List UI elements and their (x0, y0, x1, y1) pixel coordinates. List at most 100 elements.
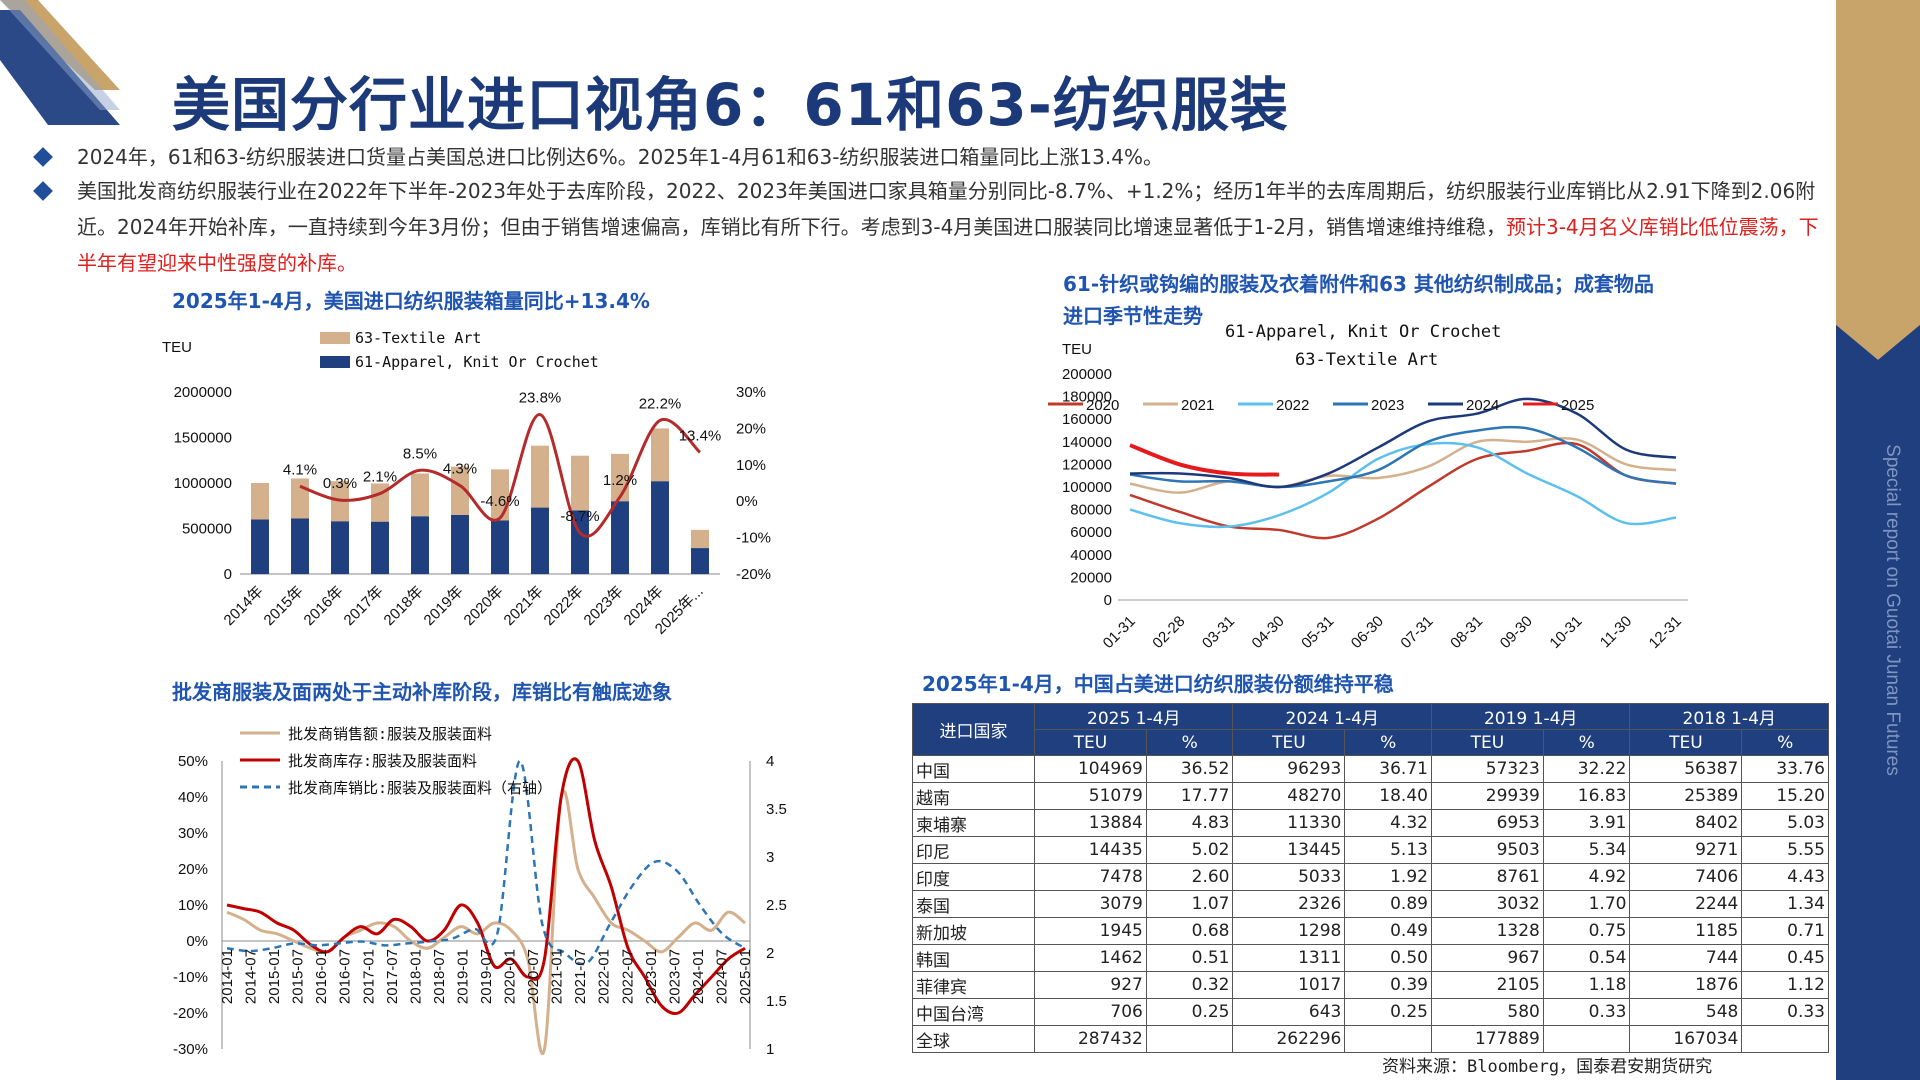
y-tick-label: 140000 (1062, 434, 1112, 451)
y2-tick-label: 0% (736, 493, 758, 510)
x-tick-label: 09-30 (1497, 613, 1536, 652)
y-tick-label: 60000 (1070, 524, 1112, 541)
country-cell: 印尼 (912, 836, 1035, 864)
table-sub-header: % (1542, 729, 1631, 756)
legend-label: 2021 (1181, 397, 1214, 414)
value-cell: 167034 (1629, 1025, 1743, 1053)
value-cell: 0.75 (1542, 917, 1631, 945)
y2-tick-label: 4 (766, 753, 774, 770)
value-cell: 2105 (1430, 971, 1544, 999)
legend-swatch-63 (320, 332, 350, 344)
y2-tick-label: 30% (736, 384, 766, 401)
table-sub-header: TEU (1629, 729, 1743, 756)
y-tick-label: -30% (173, 1041, 208, 1058)
y-tick-label: 0% (186, 933, 208, 950)
value-cell: 1876 (1629, 971, 1743, 999)
value-cell: 8402 (1629, 809, 1743, 837)
chart-import-volume: TEU 0 500000 1000000 1500000 2000000 -20% -10% 0… (162, 329, 771, 638)
data-label: 22.2% (639, 395, 682, 412)
value-cell: 1.70 (1542, 890, 1631, 918)
bar-61 (331, 521, 349, 574)
value-cell: 9271 (1629, 836, 1743, 864)
y2-tick-label: 2.5 (766, 897, 787, 914)
value-cell: 5.02 (1145, 836, 1234, 864)
table-row: 中国台湾 706 0.25 643 0.25 580 0.33 548 0.33 (912, 998, 1829, 1026)
series-line-2023 (1129, 425, 1677, 489)
value-cell: 1945 (1034, 917, 1147, 945)
value-cell: 0.89 (1344, 890, 1432, 918)
value-cell: 33.76 (1741, 755, 1829, 783)
value-cell: 11330 (1232, 809, 1346, 837)
value-cell: 6953 (1430, 809, 1544, 837)
bullet-icon (33, 147, 53, 167)
highlight-text: 预计3-4月名义库销比低位震荡，下半年有望迎来中性强度的补库。 (77, 215, 1819, 275)
x-tick-label: 2015年 (261, 583, 307, 629)
legend-swatch-61 (320, 356, 350, 368)
series-line-2022 (1129, 441, 1677, 529)
x-tick-label: 2014-07 (243, 949, 260, 1004)
x-tick-label: 05-31 (1298, 613, 1337, 652)
x-tick-label: 2020-01 (502, 949, 519, 1004)
data-label: 13.4% (679, 427, 722, 444)
series-line-2021 (1129, 437, 1677, 494)
value-cell: 3079 (1034, 890, 1147, 918)
value-cell: 2244 (1629, 890, 1743, 918)
data-label: 4.3% (443, 461, 477, 478)
table-sub-header: % (1344, 729, 1432, 756)
table-sub-header: % (1145, 729, 1234, 756)
unit-label: TEU (1062, 341, 1092, 358)
value-cell: 1.12 (1741, 971, 1829, 999)
value-cell: 3032 (1430, 890, 1544, 918)
value-cell: 0.33 (1741, 998, 1829, 1026)
y-tick-label: 40000 (1070, 547, 1112, 564)
x-tick-label: 2021-07 (572, 949, 589, 1004)
value-cell: 580 (1430, 998, 1544, 1026)
page-title: 美国分行业进口视角6：61和63-纺织服装 (172, 71, 1289, 139)
value-cell: 0.50 (1344, 944, 1432, 972)
y-tick-label: 500000 (182, 521, 232, 538)
value-cell: 2.60 (1145, 863, 1234, 891)
value-cell: 927 (1034, 971, 1147, 999)
value-cell: 29939 (1430, 782, 1544, 810)
y-tick-label: 20% (178, 861, 208, 878)
country-cell: 越南 (912, 782, 1035, 810)
y-tick-label: 180000 (1062, 389, 1112, 406)
data-label: -8.7% (560, 508, 599, 525)
table-period-header: 2019 1-4月 (1430, 703, 1631, 730)
x-tick-label: 2023-01 (643, 949, 660, 1004)
value-cell: 5.55 (1741, 836, 1829, 864)
x-tick-label: 08-31 (1447, 613, 1486, 652)
value-cell: 706 (1034, 998, 1147, 1026)
data-label: 4.1% (283, 461, 317, 478)
y-tick-label: 120000 (1062, 456, 1112, 473)
y2-tick-label: -20% (736, 566, 771, 583)
value-cell: 0.25 (1145, 998, 1234, 1026)
y-tick-label: -20% (173, 1005, 208, 1022)
value-cell: 57323 (1430, 755, 1544, 783)
bar-61 (691, 548, 709, 574)
value-cell: 4.83 (1145, 809, 1234, 837)
value-cell (1542, 1025, 1631, 1053)
y-tick-label: 2000000 (174, 384, 232, 401)
bullet-icon (33, 181, 53, 201)
value-cell: 1298 (1232, 917, 1346, 945)
legend-label: 2025 (1561, 397, 1594, 414)
value-cell: 262296 (1232, 1025, 1346, 1053)
value-cell: 0.51 (1145, 944, 1234, 972)
series-line (226, 759, 746, 966)
table-row: 中国 104969 36.52 96293 36.71 57323 32.22 56387 33… (912, 755, 1829, 783)
value-cell: 5.03 (1741, 809, 1829, 837)
value-cell: 16.83 (1542, 782, 1631, 810)
chart-seasonality: TEU 61-Apparel, Knit Or Crochet 63-Textile… (1048, 322, 1688, 652)
value-cell: 56387 (1629, 755, 1743, 783)
value-cell: 13884 (1034, 809, 1147, 837)
series-line (226, 757, 746, 1015)
x-tick-label: 2022年 (541, 583, 587, 629)
value-cell: 0.32 (1145, 971, 1234, 999)
x-tick-label: 2024-07 (713, 949, 730, 1004)
legend-label: 2022 (1276, 397, 1309, 414)
x-tick-label: 2016-07 (337, 949, 354, 1004)
x-tick-label: 2021-01 (549, 949, 566, 1004)
y-tick-label: 30% (178, 825, 208, 842)
legend-label: 2024 (1466, 397, 1499, 414)
